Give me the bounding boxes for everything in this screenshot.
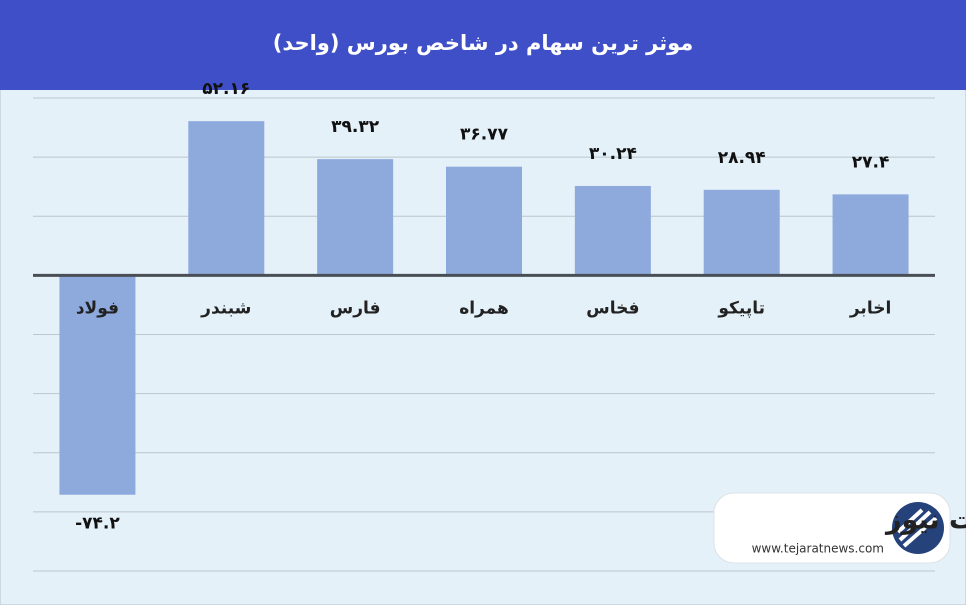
- logo-box: [713, 492, 951, 564]
- chart-title: موثر ترین سهام در شاخص بورس (واحد): [273, 31, 694, 55]
- logo: تجارت نیوز www.tejaratnews.com: [713, 492, 966, 564]
- logo-icon: [892, 502, 944, 554]
- title-bar: [0, 0, 966, 90]
- value-label: ۵۲.۱۶: [202, 79, 250, 99]
- x-tick-label: فخاس: [586, 298, 639, 318]
- logo-name: تجارت نیوز: [884, 505, 966, 536]
- value-label: ۳۹.۳۲: [331, 117, 380, 137]
- bar: [188, 121, 265, 276]
- x-tick-label: تاپیکو: [717, 298, 765, 318]
- x-tick-label: اخابر: [849, 298, 891, 318]
- bar: [59, 275, 136, 495]
- logo-icon-lines: [896, 508, 938, 548]
- value-label: ۳۶.۷۷: [460, 125, 509, 145]
- bar: [832, 194, 909, 276]
- bar: [574, 185, 651, 276]
- value-label: ۲۸.۹۴: [718, 148, 766, 168]
- value-label: -۷۴.۲: [75, 514, 120, 534]
- bar: [703, 189, 780, 276]
- logo-url: www.tejaratnews.com: [752, 542, 884, 556]
- x-tick-label: شبندر: [200, 298, 251, 318]
- plot-area: فولاد -۷۴.۲ شبندر ۵۲.۱۶ فارس ۳۹.۳۲ همراه ۳۶.۷۷ ف…: [33, 79, 935, 572]
- bar: [317, 159, 394, 276]
- bar: [446, 166, 522, 276]
- value-label: ۳۰.۲۴: [589, 144, 637, 164]
- x-tick-label: همراه: [459, 298, 509, 318]
- value-label: ۲۷.۴: [852, 152, 890, 172]
- x-tick-label: فولاد: [76, 298, 119, 318]
- x-tick-label: فارس: [330, 298, 381, 318]
